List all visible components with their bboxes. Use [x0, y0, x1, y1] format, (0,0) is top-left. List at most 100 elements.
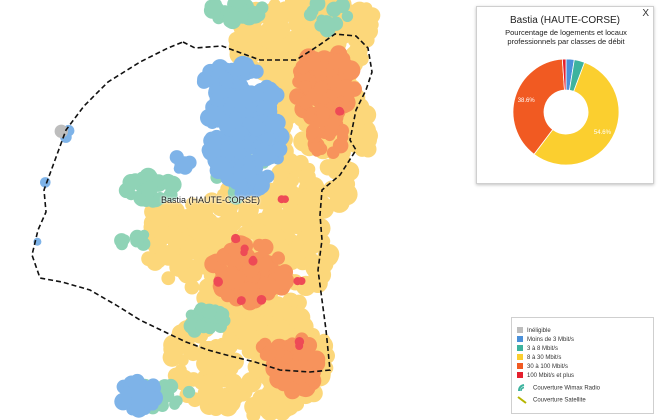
commune-boundary [31, 33, 373, 373]
legend-swatch [517, 327, 523, 334]
coverage-dot [230, 391, 244, 405]
coverage-dot [218, 343, 234, 359]
legend-item-wimax: Couverture Wimax Radio [517, 384, 600, 392]
donut-slice-label: 38.6% [518, 98, 536, 104]
coverage-dot [196, 354, 215, 374]
coverage-dot [219, 202, 234, 217]
legend-swatch [517, 345, 523, 352]
coverage-dot [249, 24, 267, 42]
coverage-dot [265, 117, 283, 135]
coverage-dot [300, 242, 315, 258]
coverage-dot [141, 180, 158, 198]
coverage-dot [144, 203, 162, 221]
coverage-dot [337, 79, 355, 97]
coverage-dot [292, 158, 305, 171]
coverage-dot [326, 1, 342, 17]
coverage-dot [182, 341, 199, 359]
coverage-dot [153, 192, 167, 205]
coverage-dot [284, 359, 301, 377]
coverage-dot [213, 305, 226, 318]
coverage-dot [218, 117, 237, 135]
coverage-dot [234, 146, 247, 160]
coverage-dot [309, 0, 326, 12]
coverage-dot [186, 372, 201, 387]
coverage-dot [249, 255, 257, 263]
coverage-dot [220, 288, 235, 303]
close-icon[interactable]: X [642, 8, 649, 19]
coverage-dot [318, 15, 335, 31]
donut-slice[interactable] [512, 58, 565, 155]
coverage-dot [248, 8, 264, 24]
coverage-dot [169, 398, 181, 410]
coverage-dot [160, 388, 175, 403]
legend-swatch [517, 363, 523, 370]
coverage-dot [242, 116, 256, 130]
coverage-dot [240, 248, 248, 257]
donut-chart: 54.6% 38.6% [512, 58, 620, 166]
coverage-dot [224, 269, 245, 289]
popup-title: Bastia (HAUTE-CORSE) [509, 15, 620, 26]
coverage-dot [236, 297, 245, 305]
coverage-dot [301, 169, 316, 184]
coverage-dot [209, 92, 224, 107]
city-label: Bastia (HAUTE-CORSE) [161, 195, 261, 205]
coverage-dot [139, 167, 158, 186]
coverage-dot [284, 382, 301, 400]
coverage-dot [280, 216, 297, 233]
coverage-dot [335, 106, 344, 116]
coverage-dot [270, 237, 290, 256]
coverage-dot [177, 208, 198, 229]
coverage-dot [351, 129, 364, 142]
coverage-dot [295, 342, 304, 350]
coverage-dot [192, 223, 209, 240]
coverage-dot [303, 8, 317, 22]
coverage-dot [326, 146, 340, 159]
coverage-dot [240, 163, 257, 180]
coverage-dot [219, 5, 231, 16]
coverage-dot [213, 277, 223, 287]
coverage-dot [267, 320, 282, 335]
coverage-dot [253, 182, 267, 196]
coverage-dot [222, 330, 236, 345]
coverage-dot [337, 30, 351, 44]
coverage-dot [196, 246, 210, 260]
coverage-dot [283, 0, 300, 17]
coverage-dot [308, 141, 321, 154]
popup-subtitle: Pourcentage de logements et locaux profe… [505, 28, 627, 46]
legend-item-lt3: Moins de 3 Mbit/s [517, 336, 574, 344]
coverage-dot [256, 238, 274, 256]
coverage-dot [173, 163, 185, 174]
coverage-dot [146, 253, 164, 271]
coverage-dot [204, 322, 216, 335]
legend-swatch [517, 336, 523, 343]
coverage-dot [237, 381, 250, 394]
coverage-dot [198, 278, 218, 298]
legend-swatch [517, 372, 523, 379]
coverage-dot [283, 248, 298, 263]
coverage-dot [261, 132, 276, 147]
coverage-dot [353, 15, 374, 36]
coverage-dot [209, 339, 223, 353]
donut-slice[interactable] [561, 58, 567, 91]
coverage-dot [240, 208, 254, 221]
coverage-dot [130, 234, 144, 248]
coverage-dot [268, 87, 285, 103]
donut-slice[interactable] [533, 61, 620, 166]
coverage-dot [231, 233, 241, 244]
coverage-dot [163, 175, 182, 194]
coverage-dot [341, 10, 354, 22]
coverage-dot [291, 307, 311, 327]
coverage-dot [183, 318, 200, 334]
legend-swatch [517, 354, 523, 361]
coverage-dot [182, 385, 196, 399]
coverage-dot [197, 382, 220, 405]
coverage-dot [313, 81, 328, 96]
coverage-dot [302, 52, 321, 71]
donut-slice-label: 54.6% [594, 130, 612, 136]
coverage-dot [233, 29, 250, 46]
coverage-dot [266, 296, 288, 318]
coverage-dot [199, 74, 213, 88]
coverage-dot [114, 392, 132, 411]
coverage-dot [258, 257, 273, 272]
